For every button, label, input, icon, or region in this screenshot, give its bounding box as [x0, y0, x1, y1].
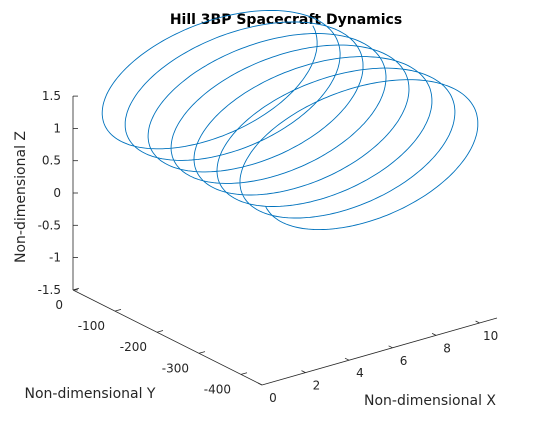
chart-title: Hill 3BP Spacecraft Dynamics [170, 12, 402, 28]
y-tick-mark [198, 351, 206, 354]
y-tick-label: -300 [162, 361, 189, 375]
x-tick-label: 10 [483, 329, 498, 343]
y-tick-label: -100 [78, 319, 105, 333]
x-axis-label: Non-dimensional X [364, 393, 496, 409]
z-tick-label: -0.5 [38, 218, 61, 232]
y-axis-label: Non-dimensional Y [25, 386, 156, 402]
x-tick-label: 6 [400, 354, 408, 368]
z-tick-label: 1.5 [42, 89, 61, 103]
x-tick-label: 0 [269, 391, 277, 405]
y-tick-label: 0 [55, 298, 63, 312]
x-ticks: 0 2 4 6 8 10 [257, 320, 498, 405]
x-tick-mark [257, 382, 263, 386]
x-tick-mark [431, 333, 437, 336]
y-tick-mark [240, 372, 248, 375]
x-tick-label: 8 [443, 341, 451, 355]
x-tick-label: 4 [356, 366, 364, 380]
y-tick-mark [72, 287, 80, 291]
y-tick-mark [156, 330, 164, 333]
x-tick-mark [388, 345, 393, 349]
x-axis-line [261, 317, 498, 386]
z-tick-label: 0.5 [42, 154, 61, 168]
z-tick-label: 1 [53, 121, 61, 135]
y-axis-line [72, 289, 263, 386]
y-tick-mark [114, 309, 122, 312]
z-tick-label: 0 [53, 186, 61, 200]
z-axis-label: Non-dimensional Z [13, 131, 29, 263]
trajectory-series-line [101, 10, 479, 231]
z-ticks: 1.5 1 0.5 0 -0.5 -1 -1.5 [38, 89, 78, 297]
y-tick-label: -400 [204, 382, 231, 396]
x-tick-label: 2 [313, 379, 321, 393]
x-tick-mark [301, 370, 306, 373]
y-tick-label: -200 [120, 340, 147, 354]
x-tick-mark [475, 320, 480, 324]
z-tick-label: -1.5 [38, 283, 61, 297]
x-tick-mark [344, 357, 350, 361]
z-tick-label: -1 [49, 251, 61, 265]
y-ticks: 0 -100 -200 -300 -400 [55, 287, 248, 396]
